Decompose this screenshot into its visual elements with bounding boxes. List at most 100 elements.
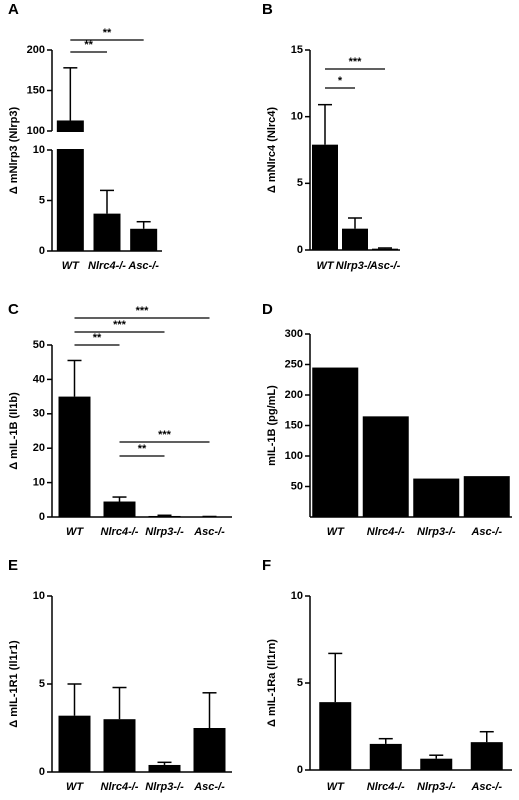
bar bbox=[93, 213, 121, 251]
significance-label: *** bbox=[136, 305, 150, 317]
panel-label: D bbox=[262, 301, 273, 318]
error-bar bbox=[202, 692, 217, 728]
x-tick-label: Nlrp3-/- bbox=[417, 526, 456, 538]
y-tick-label: 10 bbox=[33, 590, 45, 602]
y-tick-label: 15 bbox=[291, 44, 303, 56]
x-tick-label: Nlrc4-/- bbox=[367, 526, 405, 538]
error-bar bbox=[378, 247, 392, 249]
significance-label: ** bbox=[84, 39, 93, 51]
x-tick-label: Nlrp3-/- bbox=[417, 781, 456, 793]
x-tick-label: Asc-/- bbox=[193, 781, 225, 793]
x-tick-label: Asc-/- bbox=[470, 781, 502, 793]
y-tick-label: 20 bbox=[33, 442, 45, 454]
panel-label: F bbox=[262, 557, 271, 574]
y-tick-label: 150 bbox=[27, 84, 45, 96]
significance-label: *** bbox=[158, 429, 172, 441]
bar bbox=[130, 228, 158, 251]
bar bbox=[420, 758, 453, 770]
error-bar bbox=[479, 730, 494, 743]
y-tick-label: 5 bbox=[39, 194, 45, 206]
error-bar bbox=[348, 217, 362, 229]
significance-label: ** bbox=[93, 332, 102, 344]
error-bar bbox=[157, 514, 172, 517]
y-tick-label: 0 bbox=[39, 766, 45, 778]
axis-break bbox=[54, 132, 164, 149]
error-bar bbox=[63, 67, 78, 121]
x-tick-label: WT bbox=[62, 260, 80, 272]
y-tick-label: 10 bbox=[33, 144, 45, 156]
panel-label: E bbox=[8, 557, 18, 574]
significance-label: *** bbox=[113, 319, 127, 331]
y-tick-label: 0 bbox=[297, 244, 303, 256]
x-tick-label: Nlrp3-/- bbox=[145, 526, 184, 538]
panel-label: C bbox=[8, 301, 19, 318]
x-tick-label: Asc-/- bbox=[193, 526, 225, 538]
y-tick-label: 5 bbox=[297, 677, 303, 689]
error-bar bbox=[328, 652, 343, 703]
y-tick-label: 200 bbox=[27, 44, 45, 56]
error-bar bbox=[136, 220, 151, 229]
y-tick-label: 100 bbox=[27, 125, 45, 137]
y-tick-label: 0 bbox=[39, 511, 45, 523]
significance-label: *** bbox=[349, 56, 363, 68]
error-bar bbox=[318, 103, 332, 145]
panel-label: B bbox=[262, 1, 273, 18]
x-tick-label: WT bbox=[66, 526, 84, 538]
bar bbox=[413, 478, 460, 517]
y-tick-label: 50 bbox=[33, 339, 45, 351]
bar bbox=[369, 743, 402, 770]
error-bar bbox=[112, 686, 127, 720]
x-tick-label: WT bbox=[327, 781, 345, 793]
error-bar bbox=[112, 496, 127, 502]
x-tick-label: Nlrc4-/- bbox=[101, 526, 139, 538]
bar bbox=[362, 416, 409, 517]
y-axis-label: Δ mIL-1B (Il1b) bbox=[8, 392, 20, 470]
significance-label: * bbox=[338, 75, 343, 87]
y-tick-label: 150 bbox=[285, 419, 303, 431]
y-tick-label: 100 bbox=[285, 450, 303, 462]
y-tick-label: 10 bbox=[291, 590, 303, 602]
y-tick-label: 250 bbox=[285, 358, 303, 370]
bar bbox=[463, 476, 510, 517]
y-tick-label: 5 bbox=[39, 678, 45, 690]
y-tick-label: 0 bbox=[39, 245, 45, 257]
bar bbox=[470, 742, 503, 770]
bar bbox=[342, 228, 368, 250]
y-tick-label: 0 bbox=[297, 764, 303, 776]
error-bar bbox=[429, 754, 444, 759]
y-axis-label: mIL-1B (pg/mL) bbox=[266, 385, 278, 466]
bar bbox=[148, 515, 181, 517]
x-tick-label: Asc-/- bbox=[470, 526, 502, 538]
bar bbox=[103, 719, 136, 772]
y-tick-label: 300 bbox=[285, 328, 303, 340]
y-tick-label: 10 bbox=[291, 111, 303, 123]
bar bbox=[58, 396, 91, 517]
y-tick-label: 30 bbox=[33, 408, 45, 420]
x-tick-label: WT bbox=[316, 260, 334, 272]
bar bbox=[193, 728, 226, 772]
significance-label: ** bbox=[103, 27, 112, 39]
y-axis-label: Δ mIL-1R1 (Il1r1) bbox=[8, 640, 20, 728]
x-tick-label: Nlrc4-/- bbox=[367, 781, 405, 793]
x-tick-label: Asc-/- bbox=[369, 260, 401, 272]
bar bbox=[312, 367, 359, 517]
x-tick-label: Nlrc4-/- bbox=[88, 260, 126, 272]
y-tick-label: 40 bbox=[33, 373, 45, 385]
y-axis-label: Δ mNlrc4 (Nlrc4) bbox=[266, 107, 278, 193]
x-tick-label: Nlrc4-/- bbox=[101, 781, 139, 793]
x-tick-label: WT bbox=[66, 781, 84, 793]
y-tick-label: 10 bbox=[33, 477, 45, 489]
x-tick-label: Nlrp3-/- bbox=[336, 260, 375, 272]
y-axis-label: Δ mNlrp3 (Nlrp3) bbox=[8, 106, 20, 194]
error-bar bbox=[67, 683, 82, 716]
error-bar bbox=[67, 359, 82, 397]
y-tick-label: 5 bbox=[297, 177, 303, 189]
error-bar bbox=[157, 761, 172, 765]
y-axis-label: Δ mIL-1Ra (Il1rn) bbox=[266, 639, 278, 727]
error-bar bbox=[100, 189, 114, 214]
y-tick-label: 200 bbox=[285, 389, 303, 401]
panel-label: A bbox=[8, 1, 19, 18]
bar bbox=[319, 702, 352, 770]
error-bar bbox=[378, 737, 393, 744]
